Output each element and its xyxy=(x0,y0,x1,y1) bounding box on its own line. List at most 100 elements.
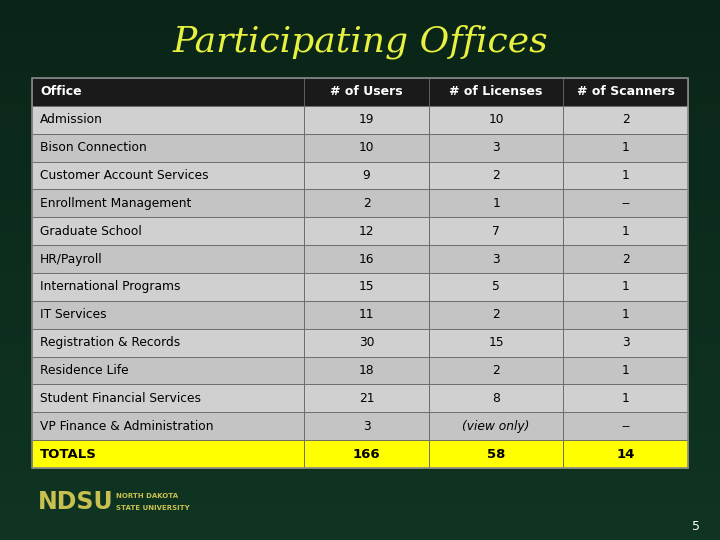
Bar xyxy=(429,217,563,245)
Bar xyxy=(563,190,688,217)
Bar xyxy=(305,440,429,468)
Bar xyxy=(305,106,429,134)
Text: STATE UNIVERSITY: STATE UNIVERSITY xyxy=(116,505,189,511)
Text: 1: 1 xyxy=(492,197,500,210)
Text: 3: 3 xyxy=(492,253,500,266)
Text: NORTH DAKOTA: NORTH DAKOTA xyxy=(116,493,178,499)
Text: 5: 5 xyxy=(692,519,700,532)
Text: 9: 9 xyxy=(363,169,370,182)
Text: 2: 2 xyxy=(492,169,500,182)
Text: --: -- xyxy=(621,420,630,433)
Bar xyxy=(32,245,305,273)
Bar xyxy=(429,134,563,161)
Bar xyxy=(32,134,305,161)
Bar xyxy=(32,161,305,190)
Bar xyxy=(305,78,429,106)
Text: Admission: Admission xyxy=(40,113,103,126)
Bar xyxy=(32,190,305,217)
Bar xyxy=(563,161,688,190)
Text: 8: 8 xyxy=(492,392,500,405)
Bar xyxy=(305,190,429,217)
Bar xyxy=(429,106,563,134)
Bar xyxy=(563,134,688,161)
Bar xyxy=(563,356,688,384)
Bar xyxy=(32,384,305,412)
Text: HR/Payroll: HR/Payroll xyxy=(40,253,103,266)
Bar xyxy=(429,78,563,106)
Bar xyxy=(32,440,305,468)
Bar xyxy=(563,440,688,468)
Text: 30: 30 xyxy=(359,336,374,349)
Text: 15: 15 xyxy=(359,280,374,293)
Bar xyxy=(429,329,563,356)
Text: 21: 21 xyxy=(359,392,374,405)
Text: --: -- xyxy=(621,197,630,210)
Text: International Programs: International Programs xyxy=(40,280,181,293)
Text: 2: 2 xyxy=(622,113,629,126)
Text: 1: 1 xyxy=(622,141,629,154)
Bar xyxy=(305,134,429,161)
Text: 10: 10 xyxy=(488,113,504,126)
Bar xyxy=(305,301,429,329)
Bar xyxy=(429,301,563,329)
Bar xyxy=(429,245,563,273)
Text: 10: 10 xyxy=(359,141,374,154)
Text: 16: 16 xyxy=(359,253,374,266)
Text: Registration & Records: Registration & Records xyxy=(40,336,180,349)
Bar xyxy=(563,301,688,329)
Text: # of Scanners: # of Scanners xyxy=(577,85,675,98)
Bar xyxy=(305,217,429,245)
Text: 18: 18 xyxy=(359,364,374,377)
Bar xyxy=(32,106,305,134)
Bar xyxy=(32,78,305,106)
Text: Student Financial Services: Student Financial Services xyxy=(40,392,201,405)
Bar xyxy=(563,217,688,245)
Text: 1: 1 xyxy=(622,225,629,238)
Bar xyxy=(429,161,563,190)
Text: Bison Connection: Bison Connection xyxy=(40,141,147,154)
Bar xyxy=(429,273,563,301)
Text: 3: 3 xyxy=(622,336,629,349)
Bar xyxy=(563,106,688,134)
Text: IT Services: IT Services xyxy=(40,308,107,321)
Text: 1: 1 xyxy=(622,364,629,377)
Bar xyxy=(563,384,688,412)
Bar xyxy=(563,78,688,106)
Text: # of Licenses: # of Licenses xyxy=(449,85,543,98)
Text: 1: 1 xyxy=(622,169,629,182)
Text: (view only): (view only) xyxy=(462,420,530,433)
Bar xyxy=(32,356,305,384)
Bar xyxy=(563,329,688,356)
Text: 2: 2 xyxy=(492,308,500,321)
Text: Graduate School: Graduate School xyxy=(40,225,142,238)
Bar xyxy=(32,273,305,301)
Text: 11: 11 xyxy=(359,308,374,321)
Bar xyxy=(429,190,563,217)
Text: 3: 3 xyxy=(363,420,370,433)
Bar xyxy=(305,273,429,301)
Text: 1: 1 xyxy=(622,392,629,405)
Bar xyxy=(305,356,429,384)
Bar xyxy=(32,217,305,245)
Bar xyxy=(429,440,563,468)
Text: 14: 14 xyxy=(616,448,635,461)
Text: 15: 15 xyxy=(488,336,504,349)
Text: 2: 2 xyxy=(622,253,629,266)
Text: 7: 7 xyxy=(492,225,500,238)
Bar xyxy=(32,301,305,329)
Text: 166: 166 xyxy=(353,448,380,461)
Bar xyxy=(563,245,688,273)
Bar xyxy=(563,273,688,301)
Text: Office: Office xyxy=(40,85,81,98)
Bar xyxy=(305,161,429,190)
Text: 2: 2 xyxy=(363,197,370,210)
Bar xyxy=(429,412,563,440)
Text: Customer Account Services: Customer Account Services xyxy=(40,169,209,182)
Text: 19: 19 xyxy=(359,113,374,126)
Text: 5: 5 xyxy=(492,280,500,293)
Bar xyxy=(305,412,429,440)
Text: 1: 1 xyxy=(622,308,629,321)
Text: 1: 1 xyxy=(622,280,629,293)
Bar xyxy=(563,412,688,440)
Bar xyxy=(32,412,305,440)
